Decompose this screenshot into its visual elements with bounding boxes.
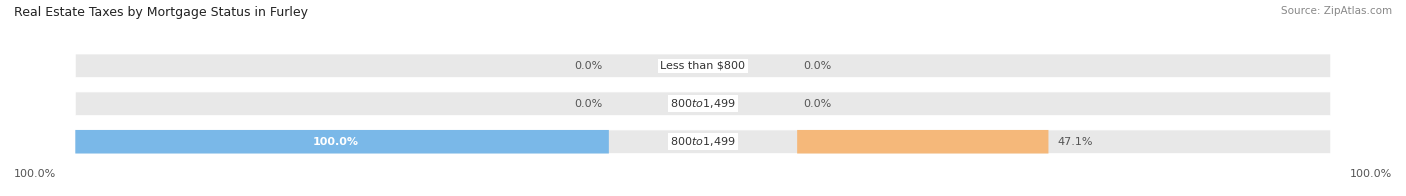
FancyBboxPatch shape [797, 130, 1049, 153]
Text: $800 to $1,499: $800 to $1,499 [671, 97, 735, 110]
Text: 100.0%: 100.0% [1350, 169, 1392, 179]
Text: 0.0%: 0.0% [574, 99, 603, 109]
Text: 0.0%: 0.0% [574, 61, 603, 71]
FancyBboxPatch shape [76, 130, 609, 153]
Text: 0.0%: 0.0% [803, 99, 832, 109]
Text: 100.0%: 100.0% [312, 137, 359, 147]
FancyBboxPatch shape [76, 92, 1330, 115]
FancyBboxPatch shape [76, 130, 1330, 153]
Text: 47.1%: 47.1% [1057, 137, 1094, 147]
Text: Real Estate Taxes by Mortgage Status in Furley: Real Estate Taxes by Mortgage Status in … [14, 6, 308, 19]
Text: Less than $800: Less than $800 [661, 61, 745, 71]
Text: 100.0%: 100.0% [14, 169, 56, 179]
Text: Source: ZipAtlas.com: Source: ZipAtlas.com [1281, 6, 1392, 16]
Text: $800 to $1,499: $800 to $1,499 [671, 135, 735, 148]
Text: 0.0%: 0.0% [803, 61, 832, 71]
FancyBboxPatch shape [76, 54, 1330, 78]
